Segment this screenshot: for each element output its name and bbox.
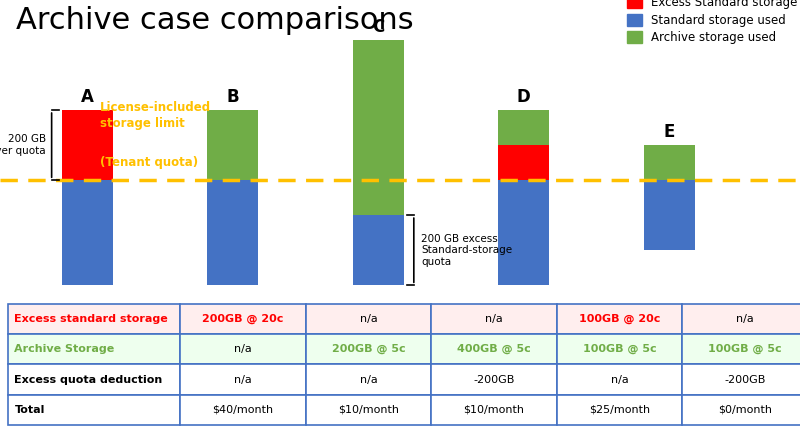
Text: Archive case comparisons: Archive case comparisons bbox=[16, 6, 414, 35]
Legend: Excess Standard storage, Standard storage used, Archive storage used: Excess Standard storage, Standard storag… bbox=[622, 0, 800, 49]
Bar bbox=[682, 365, 800, 395]
Text: 200GB @ 5c: 200GB @ 5c bbox=[331, 344, 406, 354]
Text: $0/month: $0/month bbox=[718, 405, 772, 415]
Bar bbox=[557, 395, 682, 425]
Text: 200GB @ 20c: 200GB @ 20c bbox=[202, 314, 283, 324]
Bar bbox=[180, 365, 306, 395]
Text: A: A bbox=[81, 88, 94, 106]
Bar bbox=[682, 304, 800, 334]
Text: License-included
storage limit: License-included storage limit bbox=[100, 101, 211, 130]
Bar bbox=[431, 334, 557, 365]
Text: -200GB: -200GB bbox=[725, 375, 766, 384]
Bar bbox=[431, 365, 557, 395]
Bar bbox=[557, 304, 682, 334]
Bar bbox=[8, 395, 180, 425]
Bar bbox=[498, 110, 549, 145]
Bar bbox=[62, 180, 113, 285]
Text: n/a: n/a bbox=[359, 314, 378, 324]
Bar bbox=[62, 110, 113, 180]
Bar bbox=[498, 180, 549, 285]
Text: Excess standard storage: Excess standard storage bbox=[14, 314, 168, 324]
Text: Excess quota deduction: Excess quota deduction bbox=[14, 375, 162, 384]
Bar bbox=[682, 334, 800, 365]
Text: n/a: n/a bbox=[359, 375, 378, 384]
Text: n/a: n/a bbox=[736, 314, 754, 324]
Bar bbox=[431, 395, 557, 425]
Text: $10/month: $10/month bbox=[338, 405, 399, 415]
Bar bbox=[306, 334, 431, 365]
Text: 200 GB excess
Standard-storage
quota: 200 GB excess Standard-storage quota bbox=[421, 233, 512, 267]
Bar bbox=[8, 304, 180, 334]
Bar bbox=[8, 365, 180, 395]
Bar bbox=[180, 304, 306, 334]
Bar bbox=[207, 110, 258, 180]
Bar bbox=[682, 395, 800, 425]
Text: 400GB @ 5c: 400GB @ 5c bbox=[457, 344, 531, 354]
Bar bbox=[180, 395, 306, 425]
Text: -200GB: -200GB bbox=[474, 375, 514, 384]
Bar bbox=[180, 334, 306, 365]
Bar bbox=[306, 304, 431, 334]
Bar bbox=[644, 180, 694, 250]
Bar bbox=[557, 365, 682, 395]
Text: $25/month: $25/month bbox=[589, 405, 650, 415]
Bar bbox=[498, 145, 549, 180]
Bar bbox=[207, 180, 258, 285]
Bar bbox=[353, 40, 404, 215]
Text: D: D bbox=[517, 88, 530, 106]
Text: Total: Total bbox=[14, 405, 45, 415]
Bar bbox=[306, 395, 431, 425]
Text: n/a: n/a bbox=[485, 314, 503, 324]
Bar bbox=[8, 334, 180, 365]
Text: B: B bbox=[226, 88, 239, 106]
Text: n/a: n/a bbox=[234, 344, 252, 354]
Bar bbox=[306, 365, 431, 395]
Text: (Tenant quota): (Tenant quota) bbox=[100, 156, 198, 169]
Text: Archive Storage: Archive Storage bbox=[14, 344, 114, 354]
Text: C: C bbox=[372, 18, 384, 36]
Bar bbox=[431, 304, 557, 334]
Text: $40/month: $40/month bbox=[212, 405, 274, 415]
Bar bbox=[557, 334, 682, 365]
Text: 100GB @ 5c: 100GB @ 5c bbox=[708, 344, 782, 354]
Text: 200 GB
over quota: 200 GB over quota bbox=[0, 134, 46, 156]
Text: 100GB @ 5c: 100GB @ 5c bbox=[582, 344, 657, 354]
Bar bbox=[644, 145, 694, 180]
Text: E: E bbox=[663, 123, 674, 141]
Text: 100GB @ 20c: 100GB @ 20c bbox=[579, 314, 660, 324]
Text: $10/month: $10/month bbox=[463, 405, 525, 415]
Text: n/a: n/a bbox=[610, 375, 629, 384]
Text: n/a: n/a bbox=[234, 375, 252, 384]
Bar bbox=[353, 215, 404, 285]
